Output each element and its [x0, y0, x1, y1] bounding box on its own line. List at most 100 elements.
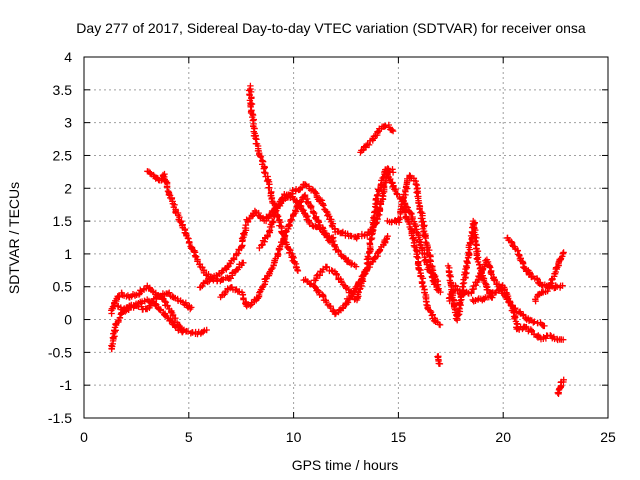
series-track-20: [554, 376, 567, 397]
data-point-segment: [238, 218, 252, 252]
series-track-1: [108, 296, 210, 353]
data-point-segment: [252, 140, 263, 158]
data-point-segment: [553, 282, 566, 291]
data-point-segment: [370, 246, 384, 263]
data-point-segment: [243, 207, 259, 225]
data-point-segment: [483, 256, 498, 283]
data-point-segment: [400, 205, 414, 231]
y-tick-label: 4: [64, 49, 72, 65]
data-point-segment: [433, 284, 444, 296]
data-point-segment: [512, 245, 528, 271]
y-tick-label: 1.5: [53, 213, 73, 229]
data-point-segment: [273, 192, 288, 212]
series-track-19: [434, 353, 444, 367]
series-track-8: [256, 191, 337, 252]
plot-frame: [83, 56, 609, 419]
x-tick-label: 20: [495, 429, 511, 445]
data-point-segment: [253, 209, 267, 222]
axis-ticks: 0 5 10 15 20 25 -1.5 -1 -0.5 0 0.5 1 1.5 2 2.5 3 3.5 4: [48, 49, 616, 445]
data-point-segment: [428, 264, 442, 289]
data-point-segment: [264, 177, 276, 203]
data-point-segment: [247, 107, 260, 143]
data-point-segment: [264, 206, 280, 239]
data-point-segment: [333, 270, 349, 290]
y-tick-label: -0.5: [48, 344, 72, 360]
data-marks: [108, 82, 567, 397]
x-tick-label: 10: [286, 429, 302, 445]
data-point-segment: [281, 191, 296, 201]
chart-title: Day 277 of 2017, Sidereal Day-to-day VTE…: [76, 20, 586, 36]
data-point-segment: [412, 177, 425, 216]
data-point-segment: [323, 232, 337, 245]
data-point-segment: [322, 263, 339, 275]
data-point-segment: [332, 243, 350, 262]
series-track-5: [196, 165, 397, 291]
data-point-segment: [163, 184, 176, 203]
data-point-segment: [363, 192, 382, 271]
y-tick-label: -1: [60, 377, 73, 393]
data-point-segment: [311, 188, 327, 209]
series-track-10: [357, 121, 397, 156]
series-track-13: [400, 205, 444, 329]
data-point-segment: [470, 217, 482, 262]
y-axis-label: SDTVAR / TECUs: [6, 182, 22, 294]
data-point-segment: [465, 278, 481, 297]
data-point-segment: [434, 353, 444, 367]
data-point-segment: [378, 122, 389, 130]
series-track-6: [246, 82, 302, 274]
data-point-segment: [184, 302, 195, 313]
data-point-segment: [261, 264, 276, 288]
data-point-segment: [369, 125, 385, 144]
series-track-16: [469, 282, 567, 344]
series-track-14: [444, 217, 496, 324]
data-point-segment: [395, 173, 413, 226]
y-tick-label: 3.5: [53, 82, 73, 98]
data-point-segment: [417, 210, 429, 242]
data-point-segment: [227, 284, 243, 295]
series-track-7: [217, 191, 360, 310]
y-tick-label: 2.5: [53, 147, 73, 163]
data-point-segment: [382, 166, 397, 191]
y-tick-label: -1.5: [48, 410, 72, 426]
data-point-segment: [112, 309, 125, 329]
data-point-segment: [311, 283, 328, 304]
data-point-segment: [445, 285, 459, 305]
data-point-segment: [108, 324, 119, 353]
series-track-2: [108, 282, 187, 336]
series-track-3: [111, 289, 195, 314]
data-point-segment: [453, 299, 464, 324]
y-tick-label: 2: [64, 180, 72, 196]
data-point-segment: [499, 282, 514, 309]
data-point-segment: [185, 238, 201, 263]
data-point-segment: [385, 121, 397, 135]
data-point-segment: [290, 196, 305, 210]
series-track-17: [504, 234, 566, 292]
data-point-segment: [142, 294, 160, 313]
data-point-segment: [528, 328, 543, 341]
data-point-segment: [415, 264, 431, 309]
data-point-segment: [144, 168, 155, 178]
data-point-segment: [532, 290, 543, 305]
data-point-segment: [558, 376, 567, 386]
data-point-segment: [236, 259, 247, 271]
data-point-segment: [508, 302, 521, 333]
data-point-segment: [310, 265, 327, 284]
x-tick-label: 0: [80, 429, 88, 445]
data-point-segment: [217, 285, 234, 301]
data-point-segment: [168, 309, 182, 329]
x-tick-label: 5: [185, 429, 193, 445]
data-point-segment: [504, 234, 518, 250]
data-point-segment: [407, 225, 422, 269]
data-point-segment: [525, 315, 538, 326]
data-point-segment: [322, 297, 338, 316]
x-tick-label: 25: [600, 429, 616, 445]
data-point-segment: [160, 295, 175, 316]
data-point-segment: [194, 257, 208, 276]
data-point-segment: [216, 262, 232, 278]
data-point-segment: [176, 322, 187, 336]
data-point-segment: [161, 310, 175, 325]
y-tick-label: 1: [64, 246, 72, 262]
data-point-segment: [554, 336, 567, 344]
data-point-segment: [169, 198, 183, 225]
